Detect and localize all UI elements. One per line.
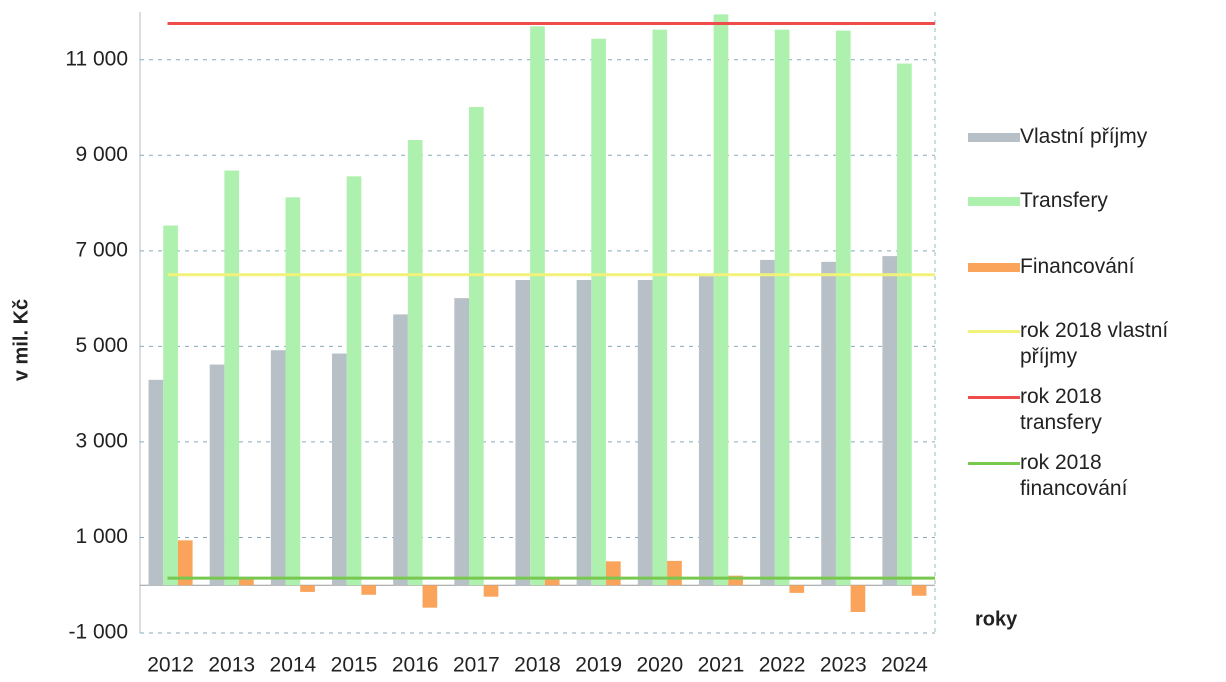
bar [393, 314, 408, 586]
y-tick-label: 9 000 [75, 143, 128, 166]
y-tick-label: 5 000 [75, 334, 128, 357]
legend-swatch [968, 462, 1020, 465]
bar [850, 585, 866, 612]
bar [209, 364, 225, 586]
bar [177, 540, 193, 586]
x-tick-label: 2018 [514, 654, 561, 677]
bar [882, 256, 898, 586]
bar [591, 38, 606, 586]
x-tick-label: 2024 [881, 654, 928, 677]
legend-swatch [968, 197, 1020, 206]
x-tick-label: 2021 [698, 654, 745, 677]
y-tick-label: 7 000 [75, 238, 128, 261]
y-tick-label: -1 000 [68, 621, 128, 644]
legend-label: rok 2018 financování [1020, 451, 1128, 500]
legend-swatch [968, 330, 1020, 333]
legend-label: rok 2018 transfery [1020, 385, 1102, 434]
x-tick-label: 2019 [575, 654, 622, 677]
x-tick-label: 2020 [636, 654, 683, 677]
x-tick-label: 2015 [331, 654, 378, 677]
bar [469, 107, 484, 586]
bar [239, 577, 254, 586]
x-axis-title: roky [975, 608, 1018, 630]
legend-item: Transfery [968, 188, 1170, 214]
legend-swatch [968, 263, 1020, 272]
bar [515, 279, 531, 586]
bar [332, 353, 347, 586]
bar [821, 261, 836, 586]
bar [760, 259, 775, 586]
bar [454, 298, 470, 586]
x-tick-label: 2023 [820, 654, 867, 677]
bar [652, 29, 668, 586]
bar [300, 585, 315, 592]
bar [911, 585, 927, 596]
bar [530, 26, 545, 586]
legend-item: Vlastní příjmy [968, 124, 1170, 150]
legend-swatch [968, 133, 1020, 142]
legend-item: Financování [968, 254, 1170, 280]
bar [713, 14, 729, 586]
bar [605, 561, 621, 586]
legend-label: Financování [1020, 255, 1135, 278]
bar [698, 276, 714, 586]
x-tick-label: 2016 [392, 654, 439, 677]
legend-item: rok 2018 transfery [968, 384, 1170, 436]
legend-label: rok 2018 vlastní příjmy [1020, 319, 1169, 368]
bar [728, 575, 743, 586]
bar [270, 350, 286, 586]
bar [224, 170, 240, 586]
bar [422, 585, 438, 608]
x-tick-label: 2022 [759, 654, 806, 677]
x-tick-label: 2017 [453, 654, 500, 677]
bar [576, 279, 592, 586]
legend-item: rok 2018 financování [968, 450, 1170, 502]
legend-item: rok 2018 vlastní příjmy [968, 318, 1170, 370]
bar [148, 379, 164, 586]
bar [637, 279, 653, 586]
bar [774, 29, 790, 586]
bar [163, 225, 178, 586]
y-tick-label: 1 000 [75, 525, 128, 548]
x-tick-label: 2013 [208, 654, 255, 677]
bar [407, 140, 423, 586]
x-tick-label: 2014 [270, 654, 317, 677]
y-tick-label: 11 000 [65, 47, 128, 70]
legend-swatch [968, 396, 1020, 399]
x-tick-label: 2012 [147, 654, 194, 677]
bar [285, 197, 301, 586]
bar [544, 577, 560, 586]
bar [835, 30, 851, 586]
y-axis-title: v mil. Kč [10, 299, 32, 381]
bar [361, 585, 377, 595]
bar [483, 585, 499, 597]
bar [897, 63, 912, 586]
bar [789, 585, 805, 593]
bar [346, 176, 362, 586]
legend-label: Transfery [1020, 189, 1108, 212]
y-tick-label: 3 000 [75, 429, 128, 452]
legend-label: Vlastní příjmy [1020, 125, 1148, 148]
bar [667, 560, 682, 586]
